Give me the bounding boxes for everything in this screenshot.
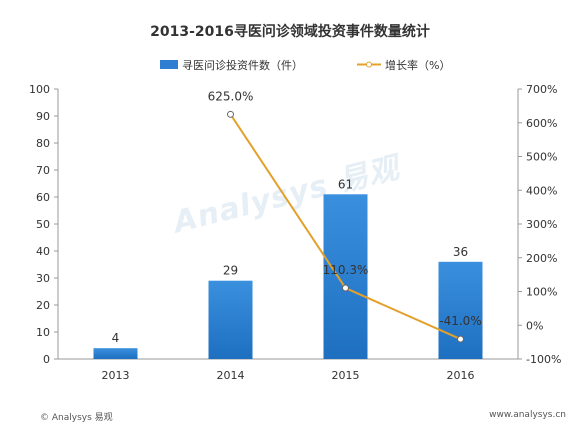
left-tick-label: 0 [43,353,50,366]
left-tick-label: 90 [36,110,50,123]
left-tick-label: 20 [36,299,50,312]
bar-2013 [93,348,138,359]
left-tick-label: 40 [36,245,50,258]
right-tick-label: 200% [526,252,557,265]
source-label: © Analysys 易观 [40,413,113,423]
right-tick-label: 0% [526,319,543,332]
bar-value-label: 4 [112,331,120,345]
x-tick-label: 2015 [332,369,360,382]
right-tick-label: 500% [526,151,557,164]
x-tick-label: 2014 [217,369,245,382]
x-tick-label: 2013 [102,369,130,382]
right-tick-label: 400% [526,184,557,197]
right-tick-label: 100% [526,286,557,299]
bar-2016 [438,261,483,359]
growth-value-label: 110.3% [323,263,369,277]
growth-point-2015 [342,284,349,292]
chart-title: 2013-2016寻医问诊领域投资事件数量统计 [150,23,430,40]
left-tick-label: 70 [36,164,50,177]
website-label: www.analysys.cn [489,410,566,420]
right-tick-label: -100% [526,353,561,366]
left-tick-label: 50 [36,218,50,231]
growth-value-label: -41.0% [439,314,481,328]
left-tick-label: 60 [36,191,50,204]
legend-bar-label: 寻医问诊投资件数（件） [182,58,303,72]
growth-value-label: 625.0% [208,89,254,103]
right-tick-label: 600% [526,117,557,130]
x-tick-label: 2016 [447,369,475,382]
left-tick-label: 30 [36,272,50,285]
bar-2015 [323,194,368,359]
bar-value-label: 61 [338,177,353,191]
bar-value-label: 36 [453,245,468,259]
bar-2014 [208,280,253,359]
left-tick-label: 10 [36,326,50,339]
left-tick-label: 100 [29,83,50,96]
legend-line-label: 增长率（%） [385,58,450,72]
legend-line-marker [366,61,372,68]
right-tick-label: 700% [526,83,557,96]
legend-bar-swatch [160,60,178,69]
right-tick-label: 300% [526,218,557,231]
growth-point-2014 [227,110,234,118]
left-tick-label: 80 [36,137,50,150]
bar-value-label: 29 [223,264,238,278]
growth-point-2016 [457,335,464,343]
